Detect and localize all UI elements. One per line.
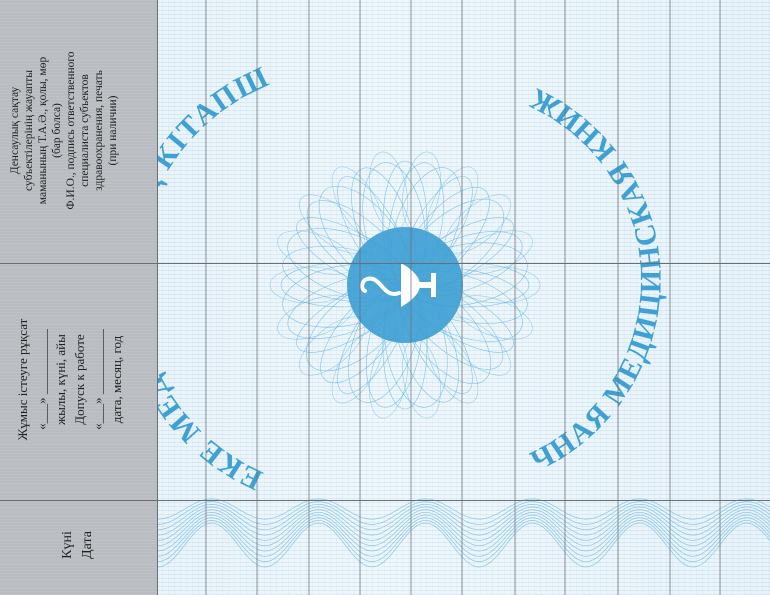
wave-line — [157, 519, 770, 563]
sig-ru-line: специалиста субъектов — [79, 74, 92, 187]
sig-ru-line: Ф.И.О., подпись ответственного — [65, 51, 78, 210]
date-label-ru: Дата — [79, 531, 95, 559]
admission-title-ru: Допуск к работе — [71, 334, 87, 425]
admission-blank-ru: «___» __________ — [90, 329, 106, 430]
wave-line — [157, 501, 770, 525]
rosette-outer-petal — [277, 230, 355, 275]
wave-line — [157, 514, 770, 552]
sig-kz-line: (бар болса) — [51, 103, 64, 158]
rosette-outer-petal — [369, 338, 408, 419]
rosette-outer-petal — [402, 151, 441, 232]
rosette-outer-petal — [369, 151, 408, 232]
table-header-column — [0, 0, 158, 595]
header-date-cell: Күні Дата — [58, 505, 97, 585]
wave-line — [157, 506, 770, 536]
row-divider — [0, 263, 770, 264]
admission-caption-kz: жылы, күні, айы — [52, 334, 68, 425]
bowl-of-hygieia-icon — [360, 263, 436, 307]
header-divider — [157, 0, 158, 595]
wave-line — [157, 503, 770, 531]
wave-line — [157, 517, 770, 557]
admission-blank-kz: «___» __________ — [33, 329, 49, 430]
wave-line — [157, 509, 770, 541]
wave-line — [157, 498, 770, 520]
admission-title-kz: Жұмыс істеуге рұқсат — [15, 318, 30, 441]
wave-pattern — [157, 498, 770, 568]
rosette-outer-petal — [455, 230, 533, 275]
row-divider — [0, 500, 770, 501]
wave-line — [157, 511, 770, 547]
sig-kz-line: Денсаулық сақтау — [9, 86, 21, 175]
date-label-kz: Күні — [60, 531, 75, 559]
sig-kz-line: маманының Т.А.Ә., қолы, мөр — [37, 56, 50, 205]
rosette-outer-petal — [455, 295, 533, 340]
wave-line — [157, 522, 770, 568]
sig-kz-line: субъектілерінің жауапты — [23, 70, 36, 191]
sig-ru-line: здравоохранения, печать — [93, 70, 106, 191]
header-signature-cell: Денсаулық сақтау субъектілерінің жауапты… — [8, 8, 120, 253]
rosette-outer-petal — [402, 338, 441, 419]
rosette-outer-petal — [459, 266, 541, 304]
rosette-outer-petal — [269, 266, 351, 304]
sig-ru-line: (при наличии) — [107, 95, 120, 166]
admission-caption-ru: дата, месяц, год — [109, 335, 125, 424]
rosette-outer-petal — [277, 295, 355, 340]
table-grid — [205, 0, 721, 595]
header-admission-cell: Жұмыс істеуге рұқсат «___» __________ жы… — [14, 267, 127, 492]
